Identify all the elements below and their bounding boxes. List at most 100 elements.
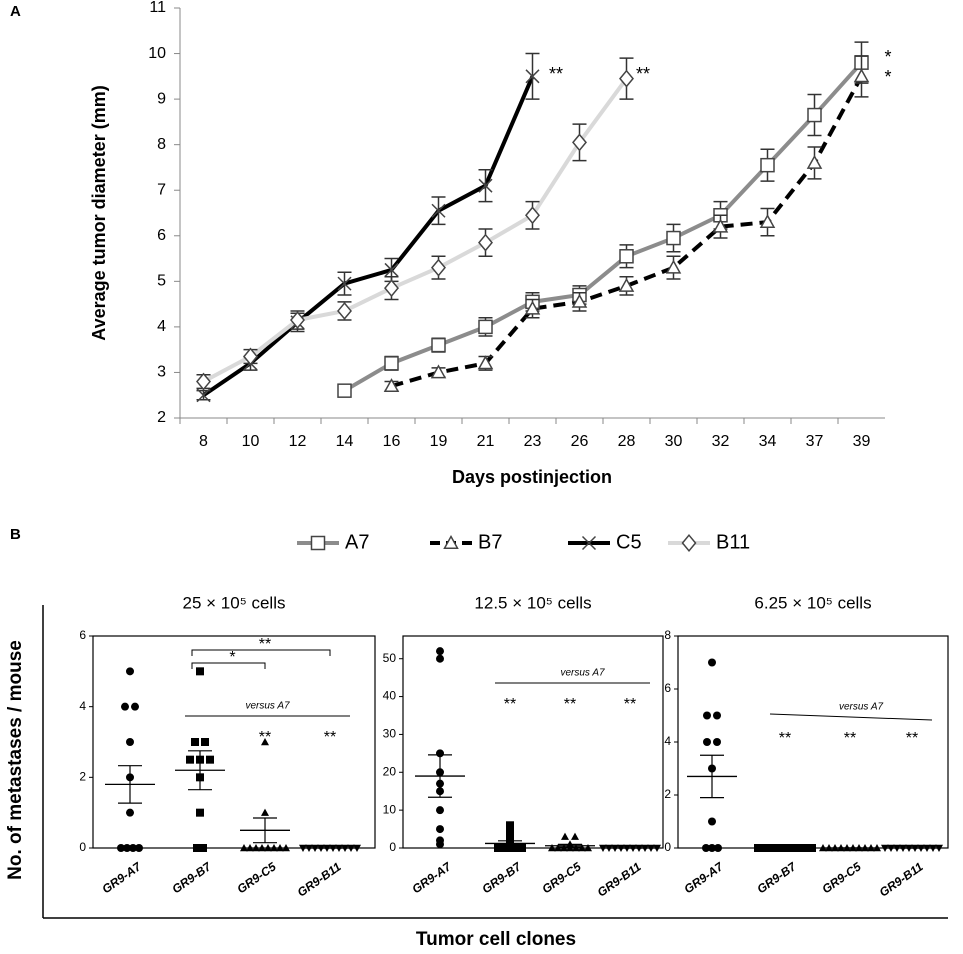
y-tick-label: 7 xyxy=(157,181,166,198)
point xyxy=(619,249,634,264)
annotation: * xyxy=(884,47,891,67)
point xyxy=(384,262,399,277)
dot xyxy=(584,844,592,852)
dot xyxy=(126,808,134,817)
x-tick-label: GR9-B11 xyxy=(877,859,926,899)
point xyxy=(712,218,729,233)
dot xyxy=(599,844,607,852)
dot xyxy=(123,844,131,852)
dot xyxy=(258,844,266,852)
comparison-label: versus A7 xyxy=(839,702,884,713)
significance: ** xyxy=(504,696,516,713)
dot xyxy=(436,806,444,815)
point xyxy=(760,157,775,173)
dot xyxy=(261,738,269,746)
point xyxy=(337,301,352,320)
y-tick-label: 8 xyxy=(664,628,671,642)
subplot-title: 12.5 × 10⁵ cells xyxy=(474,593,591,612)
sem-bar xyxy=(118,765,142,804)
x-tick-label: 39 xyxy=(853,433,871,450)
x-tick-label: GR9-B7 xyxy=(479,859,524,896)
y-tick-label: 50 xyxy=(383,651,397,665)
dot xyxy=(713,711,721,720)
dot xyxy=(299,844,307,852)
dot xyxy=(246,844,254,852)
point xyxy=(290,311,305,330)
y-tick-label: 30 xyxy=(383,727,397,741)
legend-label: B7 xyxy=(478,531,502,553)
point xyxy=(572,133,587,152)
point xyxy=(384,279,399,298)
dot xyxy=(703,711,711,720)
point xyxy=(524,300,541,315)
x-tick-label: 8 xyxy=(199,433,208,450)
point xyxy=(431,203,446,218)
point xyxy=(665,259,682,274)
y-tick-label: 2 xyxy=(664,787,671,801)
dot xyxy=(353,844,361,852)
panel-label: B xyxy=(10,526,21,543)
point xyxy=(196,372,211,391)
dot xyxy=(186,755,194,764)
x-tick-label: 32 xyxy=(712,433,730,450)
point xyxy=(383,378,400,393)
significance: ** xyxy=(779,730,791,747)
dot xyxy=(548,844,556,852)
dot xyxy=(571,832,579,840)
y-tick-label: 20 xyxy=(383,764,397,778)
dot xyxy=(819,844,827,852)
x-tick-label: 26 xyxy=(571,433,589,450)
y-tick-label: 5 xyxy=(157,273,166,290)
legend-marker xyxy=(310,535,326,551)
legend-marker xyxy=(681,534,697,552)
comparison-line xyxy=(769,713,933,721)
dot xyxy=(506,844,514,852)
legend-label: B11 xyxy=(716,531,750,553)
dot xyxy=(199,844,207,852)
x-tick-label: GR9-B11 xyxy=(295,859,344,899)
bracket-label: ** xyxy=(259,636,271,653)
sem-bar xyxy=(253,817,277,844)
dot xyxy=(270,844,278,852)
dot xyxy=(126,738,134,746)
x-tick-label: GR9-C5 xyxy=(539,859,583,896)
sem-bar xyxy=(498,840,522,847)
dot xyxy=(252,844,260,852)
dot xyxy=(121,702,129,711)
dot xyxy=(282,844,290,852)
comparison-label: versus A7 xyxy=(560,668,605,679)
y-tick-label: 2 xyxy=(79,770,86,784)
dot xyxy=(754,844,762,852)
y-tick-label: 11 xyxy=(149,0,166,16)
dot xyxy=(276,844,284,852)
point xyxy=(337,383,352,398)
y-tick-label: 6 xyxy=(157,227,166,244)
sem-bar xyxy=(428,754,452,798)
y-tick-label: 8 xyxy=(157,136,166,153)
x-tick-label: 23 xyxy=(524,433,542,450)
significance: ** xyxy=(259,729,271,746)
sem-bar xyxy=(700,754,724,799)
dot xyxy=(261,808,269,816)
significance: ** xyxy=(844,730,856,747)
dot xyxy=(436,654,444,663)
y-tick-label: 3 xyxy=(157,364,166,381)
series-line xyxy=(202,75,535,397)
point xyxy=(759,214,776,229)
dot xyxy=(703,738,711,746)
dot xyxy=(196,667,204,676)
significance: ** xyxy=(906,730,918,747)
x-tick-label: GR9-B11 xyxy=(595,859,644,899)
series-line xyxy=(343,61,863,393)
y-tick-label: 0 xyxy=(79,840,86,854)
panel-label: A xyxy=(10,3,21,20)
x-tick-label: GR9-C5 xyxy=(819,859,863,896)
annotation: ** xyxy=(636,64,650,84)
dot xyxy=(135,844,143,852)
point xyxy=(807,107,822,123)
x-tick-label: GR9-C5 xyxy=(234,859,278,896)
x-tick-label: 19 xyxy=(430,433,448,450)
point xyxy=(571,293,588,308)
